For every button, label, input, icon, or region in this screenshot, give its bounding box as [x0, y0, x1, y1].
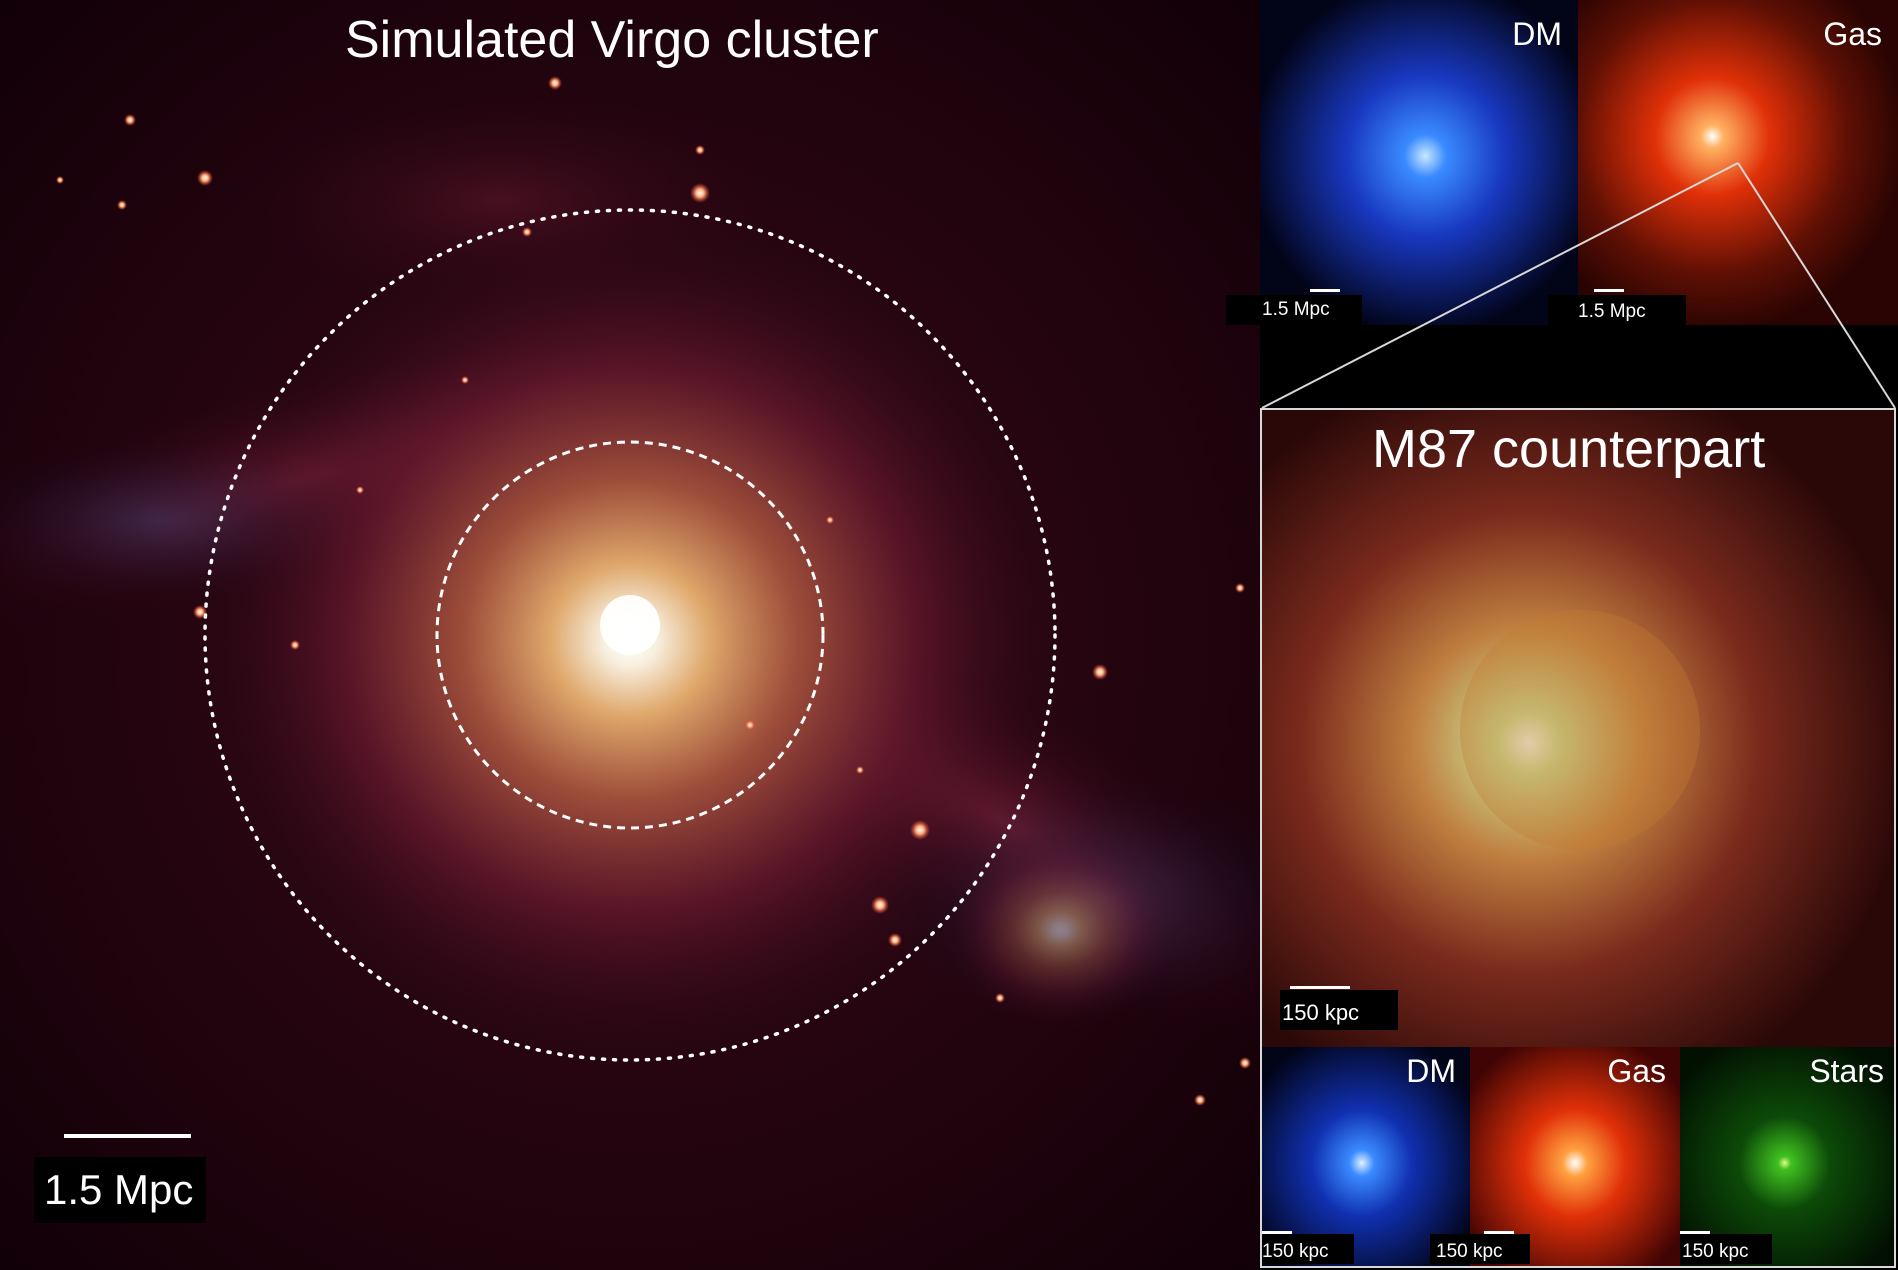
bottom-stars-title: Stars — [1809, 1053, 1884, 1089]
top-gas-scale-box: 1.5 Mpc — [1548, 295, 1686, 325]
top-gas-scale-bar — [1594, 289, 1624, 292]
bottom-dm-panel: DM 150 kpc — [1262, 1047, 1470, 1266]
outer-radius-circle — [203, 208, 1057, 1062]
bottom-gas-scale-label: 150 kpc — [1436, 1241, 1503, 1262]
main-scale-box: 1.5 Mpc — [34, 1157, 206, 1223]
bottom-stars-panel: Stars 150 kpc — [1680, 1047, 1894, 1266]
bottom-gas-scale-box: 150 kpc — [1430, 1234, 1530, 1264]
zoom-scale-label: 150 kpc — [1282, 1000, 1360, 1025]
top-gas-scale-label: 1.5 Mpc — [1578, 301, 1646, 322]
top-gas-panel: Gas 1.5 Mpc — [1548, 0, 1898, 325]
top-dm-scale-label: 1.5 Mpc — [1262, 299, 1330, 320]
bottom-gas-panel: Gas 150 kpc — [1430, 1047, 1680, 1266]
main-title: Simulated Virgo cluster — [345, 11, 879, 69]
zoom-scale-box: 150 kpc — [1280, 990, 1398, 1030]
bottom-stars-scale-label: 150 kpc — [1682, 1241, 1749, 1262]
bottom-stars-image — [1680, 1047, 1894, 1266]
main-scale-label: 1.5 Mpc — [44, 1166, 194, 1213]
zoom-title: M87 counterpart — [1372, 419, 1766, 479]
bottom-gas-title: Gas — [1607, 1053, 1666, 1089]
zoom-panel: M87 counterpart 150 kpc DM 150 kpc — [1260, 408, 1896, 1268]
inner-radius-circle — [435, 440, 825, 830]
m87-image — [1262, 410, 1894, 1050]
main-panel: Simulated Virgo cluster 1.5 Mpc — [0, 0, 1260, 1270]
bottom-gas-scale-bar — [1484, 1231, 1514, 1234]
bottom-stars-scale-box: 150 kpc — [1680, 1234, 1772, 1264]
bottom-stars-scale-bar — [1680, 1231, 1710, 1234]
bottom-dm-image — [1262, 1047, 1470, 1266]
bottom-dm-scale-label: 150 kpc — [1262, 1241, 1329, 1262]
bottom-dm-scale-box: 150 kpc — [1262, 1234, 1354, 1264]
top-dm-scale-box: 1.5 Mpc — [1226, 295, 1362, 325]
top-gas-title: Gas — [1823, 16, 1882, 52]
zoom-scale-bar — [1290, 986, 1350, 989]
bottom-dm-title: DM — [1406, 1053, 1456, 1089]
main-scale-bar — [64, 1134, 191, 1138]
top-dm-panel: DM 1.5 Mpc — [1226, 0, 1578, 325]
bottom-dm-scale-bar — [1262, 1231, 1292, 1234]
bottom-gas-image — [1470, 1047, 1680, 1266]
virgo-cluster-image — [0, 0, 1260, 1270]
top-dm-scale-bar — [1310, 289, 1340, 292]
top-dm-title: DM — [1512, 16, 1562, 52]
